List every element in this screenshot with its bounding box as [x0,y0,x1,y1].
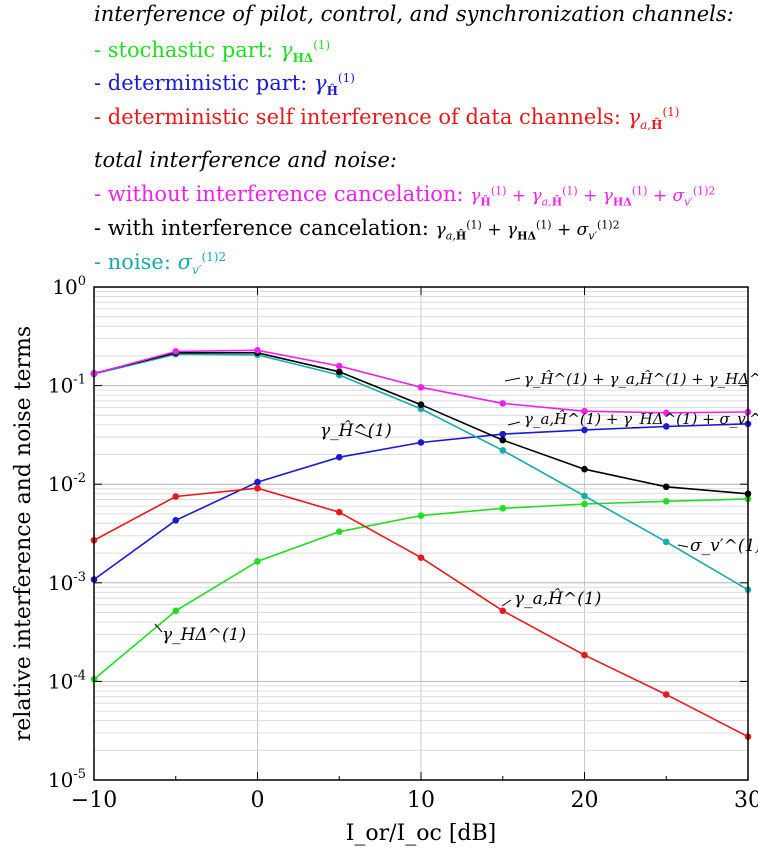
legend-item-deterministic: - deterministic part: γĤ(1) [94,72,355,97]
legend-item-without-ic: - without interference cancelation: γĤ(1… [94,182,716,209]
series-point-with_ic [581,465,588,473]
annotation-label-noise: σ_v′^(1)2 [690,536,758,556]
annotation-label-deterministic: γ_Ĥ^(1) [320,420,392,441]
annotation-leader-deterministic [354,430,373,439]
legend-item-selfinterference-symbol: γa,Ĥ(1) [627,105,680,133]
series-point-stochastic [581,500,588,508]
legend-item-without-ic-text: - without interference cancelation: [94,182,464,206]
series-point-with_ic [417,401,425,409]
series-point-stochastic [172,607,180,615]
series-point-deterministic [335,453,343,461]
legend-item-stochastic-text: - stochastic part: [94,38,274,62]
annotation-leader-with_ic [507,421,521,426]
series-point-selfinterference [499,607,507,615]
series-point-without_ic [172,348,180,355]
series-point-without_ic [662,409,670,417]
legend-item-stochastic-symbol: γHΔ(1) [280,38,331,66]
legend-item-with-ic-text: - with interference cancelation: [94,216,429,240]
y-tick-label: 10-4 [48,668,86,693]
y-tick-label: 10-2 [48,471,86,496]
series-point-with_ic [662,483,670,491]
annotation-label-stochastic: γ_HΔ^(1) [162,625,246,645]
y-tick-label: 10-1 [48,373,86,398]
x-tick-label: 10 [407,788,435,813]
annotation-leader-stochastic [154,623,163,633]
annotation-leader-selfinterference [501,599,512,607]
x-tick-label: 30 [734,788,758,813]
annotation-label-with_ic: γ_a,Ĥ^(1) + γ_HΔ^(1) + σ_v′^(1)2 [524,410,758,428]
annotation-label-without_ic: γ_Ĥ^(1) + γ_a,Ĥ^(1) + γ_HΔ^(1) + σ_v′^(1… [524,370,758,388]
series-point-without_ic [254,347,261,354]
legend-item-selfinterference: - deterministic self interference of dat… [94,106,679,131]
series-point-selfinterference [254,484,261,492]
series-point-selfinterference [172,493,180,500]
series-point-noise [499,447,507,454]
series-point-stochastic [662,498,670,505]
series-point-stochastic [254,558,261,565]
legend-item-noise-text: - noise: [94,250,171,274]
series-point-deterministic [581,426,588,434]
y-tick-label: 100 [52,274,86,299]
series-point-selfinterference [417,554,425,561]
series-point-without_ic [581,407,588,415]
series-point-with_ic [335,368,343,376]
series-point-noise [662,538,670,546]
legend-item-deterministic-text: - deterministic part: [94,71,308,95]
x-tick-label: 0 [251,788,265,813]
series-point-stochastic [335,528,343,535]
annotation-leader-noise [677,544,689,548]
legend-heading-2: total interference and noise: [94,148,397,172]
series-annotations: γ_Ĥ^(1) + γ_a,Ĥ^(1) + γ_HΔ^(1) + σ_v′^(1… [154,370,758,645]
series-point-with_ic [499,436,507,444]
annotation-leader-without_ic [504,377,521,382]
legend-item-stochastic: - stochastic part: γHΔ(1) [94,39,330,64]
annotation-label-selfinterference: γ_a,Ĥ^(1) [514,588,601,609]
y-tick-label: 10-3 [48,570,86,595]
series-point-deterministic [499,430,507,438]
legend-item-noise: - noise: σv′(1)2 [94,251,226,276]
series-point-selfinterference [335,508,343,516]
y-tick-label: 10-5 [48,767,86,792]
x-axis-label: I_or/I_oc [dB] [346,821,497,846]
tick-layer: −10 0 10 20 30 10-5 10-4 10-3 10-2 10-1 100 [48,274,758,813]
legend-item-selfinterference-text: - deterministic self interference of dat… [94,105,621,129]
legend-heading-1: interference of pilot, control, and sync… [94,2,734,26]
series-point-stochastic [499,504,507,512]
series-point-deterministic [254,478,261,486]
series-point-noise [581,492,588,500]
y-axis-label: relative interference and noise terms [11,326,36,741]
legend-item-with-ic: - with interference cancelation: γa,Ĥ(1)… [94,216,620,243]
legend-item-with-ic-symbol: γa,Ĥ(1) + γHΔ(1) + σv′(1)2 [435,218,620,243]
series-point-without_ic [499,400,507,407]
legend-item-deterministic-symbol: γĤ(1) [314,71,355,99]
series-point-selfinterference [662,691,670,698]
series-point-stochastic [417,512,425,519]
series-point-selfinterference [581,651,588,659]
series-layer [90,347,752,740]
x-tick-label: −10 [71,788,117,813]
legend-item-without-ic-symbol: γĤ(1) + γa,Ĥ(1) + γHΔ(1) + σv′(1)2 [470,184,716,209]
series-point-deterministic [417,439,425,446]
series-point-deterministic [662,423,670,430]
x-tick-label: 20 [571,788,599,813]
series-point-without_ic [417,384,425,391]
series-point-without_ic [335,362,343,370]
series-point-deterministic [172,517,180,524]
legend-item-noise-symbol: σv′(1)2 [177,250,227,278]
